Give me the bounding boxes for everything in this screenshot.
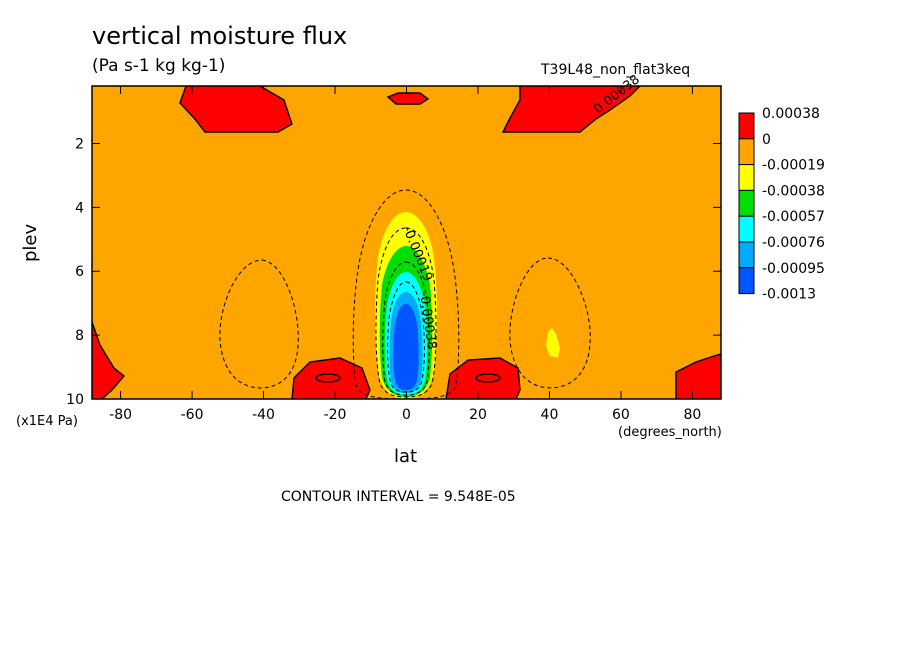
colorbar-swatch bbox=[738, 241, 755, 269]
x-tick-label: 60 bbox=[612, 407, 630, 423]
zero-contour-bottom-left-edge bbox=[91, 321, 126, 400]
colorbar-label: 0 bbox=[762, 132, 771, 148]
colorbar-label: -0.00095 bbox=[762, 261, 825, 277]
colorbar-label: 0.00038 bbox=[762, 106, 820, 122]
zero-contour-top-left bbox=[179, 85, 293, 133]
contour-small-se bbox=[475, 373, 501, 383]
colorbar-swatch bbox=[738, 215, 755, 243]
y-axis-units: (x1E4 Pa) bbox=[16, 414, 78, 429]
colorbar-label: -0.00076 bbox=[762, 235, 825, 251]
colorbar-label: -0.00038 bbox=[762, 183, 825, 199]
colorbar-swatch bbox=[738, 138, 755, 166]
zero-contour-bottom-right-edge bbox=[675, 353, 722, 399]
y-tick-label: 8 bbox=[75, 328, 84, 344]
x-axis-units: (degrees_north) bbox=[618, 425, 722, 440]
x-tick-label: 40 bbox=[541, 407, 559, 423]
y-ticks: 2 4 6 8 10 bbox=[66, 136, 721, 408]
x-ticks: -80 -60 -40 -20 0 20 40 60 80 bbox=[109, 86, 701, 423]
positive-region-bottom-se bbox=[446, 358, 520, 399]
colorbar-label: -0.0013 bbox=[762, 287, 816, 303]
positive-region-bottom-sw bbox=[292, 358, 370, 399]
zero-contour-top-center bbox=[386, 92, 430, 105]
positive-region-top-left bbox=[180, 86, 292, 132]
colorbar-legend: 0.00038 0 -0.00019 -0.00038 -0.00057 -0.00076… bbox=[738, 106, 825, 303]
contour-small-sw bbox=[315, 373, 341, 383]
y-tick-label: 10 bbox=[66, 392, 84, 408]
zero-contour-bottom-se bbox=[445, 357, 521, 400]
x-tick-label: -80 bbox=[109, 407, 132, 423]
x-axis-label: lat bbox=[394, 446, 418, 467]
y-tick-label: 4 bbox=[75, 200, 84, 216]
colorbar-swatch bbox=[738, 164, 755, 191]
zero-contour-bottom-sw bbox=[291, 357, 371, 400]
positive-region-top-center bbox=[388, 93, 428, 104]
x-tick-label: 20 bbox=[469, 407, 487, 423]
colorbar-swatch bbox=[738, 112, 755, 140]
positive-region-top-right bbox=[503, 86, 640, 132]
contour-interval: CONTOUR INTERVAL = 9.548E-05 bbox=[281, 489, 516, 505]
y-tick-label: 2 bbox=[75, 136, 84, 152]
x-tick-label: -60 bbox=[181, 407, 204, 423]
colorbar-label: -0.00057 bbox=[762, 209, 825, 225]
chart-title: vertical moisture flux bbox=[92, 22, 348, 50]
run-name: T39L48_non_flat3keq bbox=[541, 62, 691, 78]
colorbar-label: -0.00019 bbox=[762, 158, 825, 174]
zero-contour-top-right bbox=[501, 85, 641, 133]
colorbar-swatch bbox=[738, 189, 755, 217]
colorbar-swatch bbox=[738, 267, 755, 295]
x-tick-label: -40 bbox=[252, 407, 275, 423]
x-tick-label: 80 bbox=[683, 407, 701, 423]
x-tick-label: 0 bbox=[402, 407, 411, 423]
positive-region-bottom-right-edge bbox=[676, 354, 721, 399]
positive-region-bottom-left-edge bbox=[92, 322, 124, 399]
yellow-spot-40n bbox=[546, 328, 560, 358]
y-tick-label: 6 bbox=[75, 264, 84, 280]
chart-units: (Pa s-1 kg kg-1) bbox=[92, 56, 226, 76]
contour-east-lobe bbox=[509, 257, 591, 389]
negative-core-blue bbox=[393, 304, 419, 390]
x-tick-label: -20 bbox=[324, 407, 347, 423]
